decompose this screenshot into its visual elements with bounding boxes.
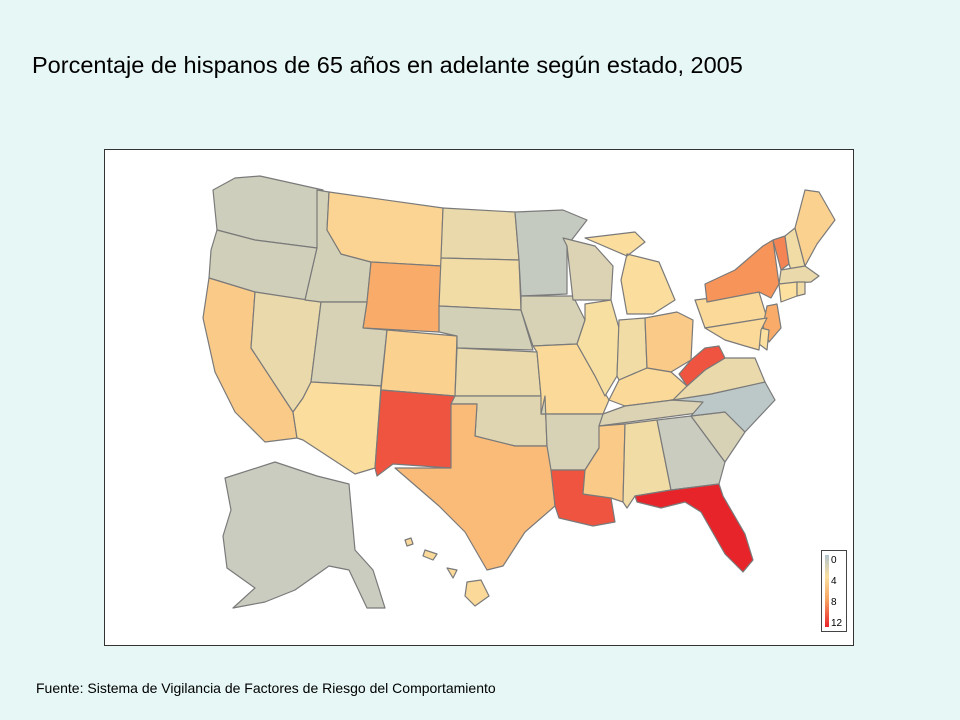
state-nd (440, 207, 520, 261)
legend-tick-12: 12 (831, 618, 843, 629)
state-ks (454, 347, 542, 397)
state-ri (796, 281, 806, 297)
state-il (576, 299, 620, 397)
state-mt (326, 191, 444, 267)
legend-tick-4: 4 (831, 576, 837, 587)
state-ga (656, 415, 726, 491)
legend-tick-0: 0 (831, 555, 837, 566)
legend-tick-8: 8 (831, 597, 837, 608)
state-md (704, 317, 768, 351)
state-az (292, 381, 382, 475)
state-fl (634, 483, 754, 573)
map-frame: 0 4 8 12 (104, 149, 854, 646)
legend: 0 4 8 12 (821, 550, 847, 632)
state-tx (394, 403, 556, 571)
state-mi (584, 231, 676, 315)
state-mn (514, 209, 588, 297)
legend-color-bar (825, 555, 829, 627)
state-sd (438, 257, 522, 311)
state-ia (520, 295, 586, 347)
state-hi (404, 537, 490, 607)
state-ak (222, 461, 386, 609)
state-ct (778, 281, 798, 303)
state-co (380, 329, 458, 397)
state-ny (704, 239, 780, 303)
state-ma (778, 265, 820, 285)
state-wv (678, 345, 726, 387)
us-map (202, 175, 836, 609)
state-nm (374, 389, 456, 477)
map-title: Porcentaje de hispanos de 65 años en ade… (32, 52, 743, 78)
source-note: Fuente: Sistema de Vigilancia de Factore… (36, 680, 496, 696)
state-wy (362, 261, 442, 333)
state-oh (644, 311, 694, 373)
